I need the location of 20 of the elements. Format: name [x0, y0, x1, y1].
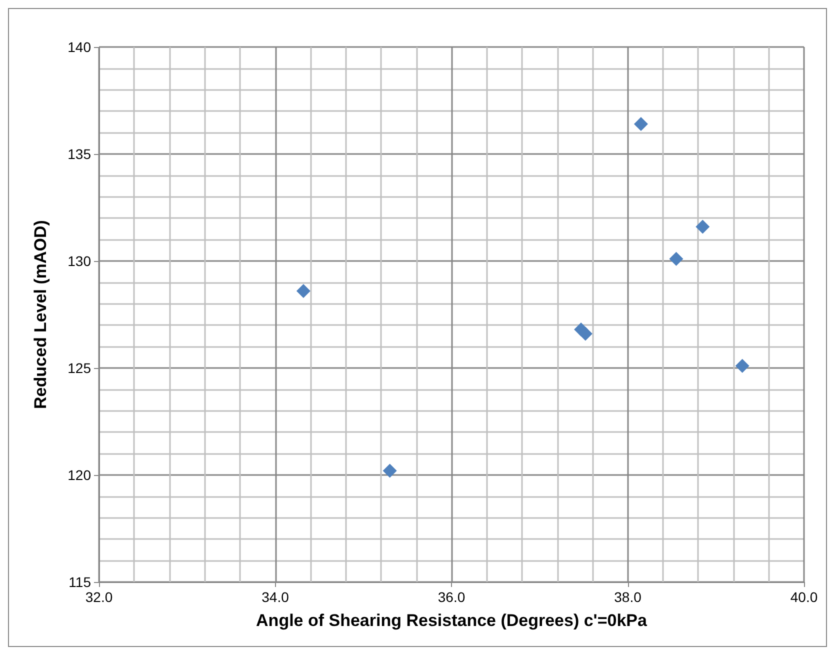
x-tick-label: 38.0 — [614, 589, 642, 605]
point — [669, 252, 684, 266]
y-tick-label: 130 — [68, 253, 92, 269]
x-tick-label: 34.0 — [262, 589, 290, 605]
point — [735, 358, 750, 373]
point — [696, 220, 710, 234]
x-tick-label: 36.0 — [438, 589, 466, 605]
y-axis-title: Reduced Level (mAOD) — [31, 220, 50, 409]
x-axis-title: Angle of Shearing Resistance (Degrees) c'=0kPa — [256, 611, 648, 630]
y-tick-label: 115 — [68, 574, 92, 590]
y-tick-label: 135 — [68, 146, 92, 162]
x-tick-label: 32.0 — [85, 589, 113, 605]
y-tick-label: 120 — [68, 467, 92, 483]
x-tick-label: 40.0 — [790, 589, 818, 605]
point — [296, 284, 310, 298]
point — [634, 117, 648, 132]
y-tick-label: 125 — [68, 360, 92, 376]
y-tick-label: 140 — [68, 39, 92, 55]
point — [382, 464, 397, 478]
point — [578, 326, 592, 341]
